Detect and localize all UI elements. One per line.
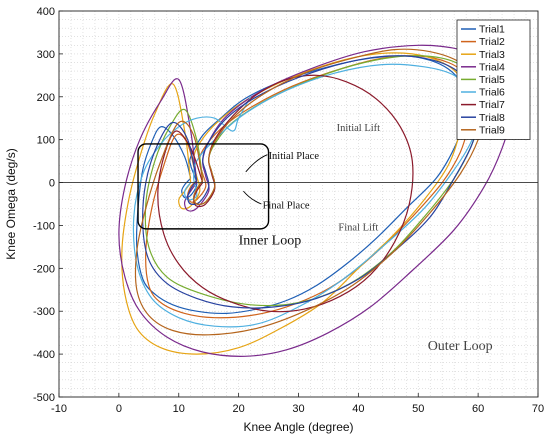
- series-line-trial6: [132, 63, 479, 328]
- legend-label-trial9: Trial9: [479, 124, 505, 136]
- y-tick-label: -500: [33, 392, 55, 404]
- y-tick-label: -100: [33, 220, 55, 232]
- annotation-final-place: Final Place: [263, 200, 310, 211]
- axes: -10 0 10 20 30 40 50 60 70-500-400-300-200-10001…: [33, 6, 544, 415]
- x-tick-label: 60: [472, 403, 484, 415]
- series-line-trial1: [135, 55, 467, 315]
- initial-place-pointer: [245, 154, 268, 173]
- x-tick-label: 70: [532, 403, 544, 415]
- annotation-initial-lift: Initial Lift: [337, 123, 381, 134]
- x-tick-label: 50: [412, 403, 424, 415]
- y-axis-title: Knee Omega (deg/s): [4, 148, 18, 259]
- series-line-trial8: [142, 55, 479, 309]
- series-line-trial4: [118, 44, 513, 357]
- y-tick-label: -400: [33, 349, 55, 361]
- annotation-inner-loop: Inner Loop: [239, 234, 302, 249]
- legend-label-trial8: Trial8: [479, 112, 505, 124]
- x-tick-label: 0: [116, 403, 122, 415]
- series-lines: [118, 44, 513, 357]
- x-tick-label: -10: [51, 403, 67, 415]
- legend-label-trial5: Trial5: [479, 74, 505, 86]
- annotations: Initial Lift Final Lift Initial Place Final…: [239, 123, 493, 354]
- legend-label-trial1: Trial1: [479, 24, 505, 36]
- legend-label-trial2: Trial2: [479, 36, 505, 48]
- series-line-trial2: [145, 55, 473, 319]
- series-line-trial7: [157, 74, 414, 313]
- y-tick-label: 100: [37, 135, 55, 147]
- y-tick-label: 200: [37, 92, 55, 104]
- x-tick-label: 30: [292, 403, 304, 415]
- annotation-outer-loop: Outer Loop: [428, 339, 493, 354]
- annotation-initial-place: Initial Place: [269, 151, 320, 162]
- x-axis-title: Knee Angle (degree): [243, 420, 353, 434]
- inner-loop-box: [137, 143, 270, 230]
- y-tick-label: -300: [33, 306, 55, 318]
- x-tick-label: 10: [173, 403, 185, 415]
- final-place-pointer: [243, 190, 262, 205]
- y-tick-label: 0: [49, 178, 55, 190]
- x-tick-label: 40: [352, 403, 364, 415]
- annotation-final-lift: Final Lift: [338, 223, 378, 234]
- legend: Trial1Trial2Trial3Trial4Trial5Trial6Tria…: [456, 19, 531, 140]
- y-tick-label: 300: [37, 49, 55, 61]
- legend-label-trial7: Trial7: [479, 99, 505, 111]
- legend-label-trial3: Trial3: [479, 49, 505, 61]
- x-tick-label: 20: [233, 403, 245, 415]
- legend-label-trial4: Trial4: [479, 61, 505, 73]
- y-tick-label: -200: [33, 263, 55, 275]
- y-tick-label: 400: [37, 6, 55, 18]
- legend-label-trial6: Trial6: [479, 87, 505, 99]
